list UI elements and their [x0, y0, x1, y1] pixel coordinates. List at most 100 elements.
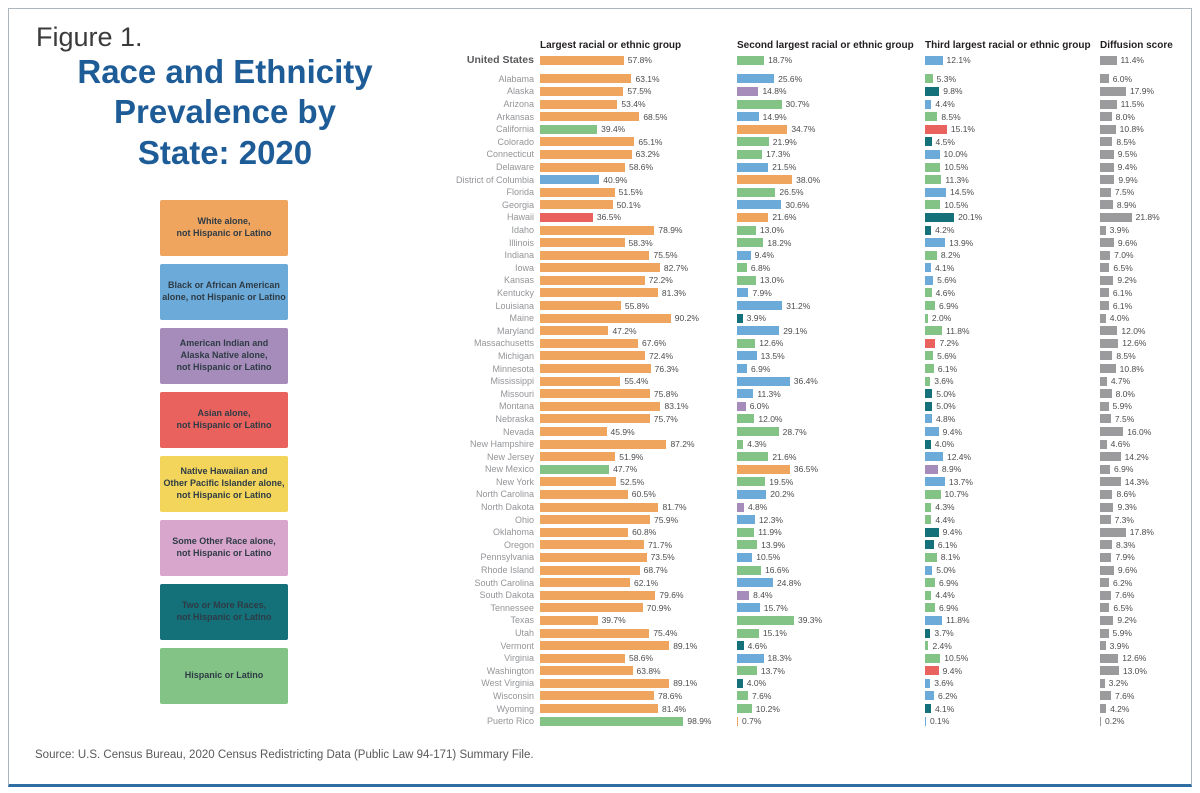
second-largest-group-cell: 4.3% — [737, 438, 925, 451]
largest-group-bar-white — [540, 678, 670, 688]
state-label: Alaska — [506, 86, 534, 97]
second-largest-group-bar-black — [737, 250, 751, 260]
diffusion-score-bar-diffusion — [1100, 540, 1113, 550]
second-largest-group-bar-two — [737, 641, 744, 651]
diffusion-score-value: 8.5% — [1116, 350, 1136, 361]
second-largest-group-value: 39.3% — [797, 615, 823, 626]
second-largest-group-value: 12.0% — [758, 413, 783, 424]
largest-group-value: 62.1% — [634, 577, 659, 588]
second-largest-group-value: 4.6% — [747, 640, 768, 651]
third-largest-group-value: 3.6% — [934, 678, 954, 689]
diffusion-score-cell: 8.0% — [1100, 110, 1192, 123]
second-largest-group-value: 25.6% — [778, 73, 803, 84]
third-largest-group-bar-hisp — [925, 326, 943, 336]
third-largest-group-bar-hisp — [925, 162, 941, 172]
third-largest-group-value: 9.8% — [943, 86, 963, 97]
diffusion-score-cell: 6.1% — [1100, 299, 1192, 312]
third-largest-group-value: 4.0% — [934, 439, 955, 450]
diffusion-score-value: 4.0% — [1109, 313, 1130, 324]
second-largest-group-bar-hisp — [737, 615, 794, 625]
largest-group-value: 68.5% — [643, 111, 668, 122]
diffusion-score-bar-diffusion — [1100, 653, 1119, 663]
largest-group-bar-white — [540, 590, 656, 600]
diffusion-score-bar-diffusion — [1100, 615, 1114, 625]
diffusion-score-cell: 4.2% — [1100, 702, 1192, 715]
second-largest-group-value: 38.0% — [796, 174, 821, 185]
third-largest-group-value: 4.5% — [935, 136, 955, 147]
diffusion-score-cell: 9.2% — [1100, 274, 1192, 287]
second-largest-group-cell: 0.7% — [737, 715, 925, 728]
largest-group-cell: 51.9% — [540, 450, 737, 463]
diffusion-score-bar-diffusion — [1100, 552, 1112, 562]
third-largest-group-cell: 11.8% — [925, 614, 1100, 627]
state-row: Nevada 45.9% 28.7% 9.4% 16.0% — [440, 425, 1192, 438]
state-label: Alabama — [498, 73, 534, 84]
diffusion-score-bar-diffusion — [1100, 515, 1111, 525]
diffusion-score-value: 7.9% — [1115, 552, 1135, 563]
largest-group-bar-white — [540, 389, 650, 399]
state-row: Washington 63.8% 13.7% 9.4% 13.0% — [440, 665, 1192, 678]
third-largest-group-value: 0.1% — [930, 716, 950, 727]
second-largest-group-value: 11.9% — [758, 527, 782, 538]
largest-group-value: 53.4% — [621, 99, 646, 110]
diffusion-score-cell: 5.9% — [1100, 627, 1192, 640]
largest-group-cell: 81.4% — [540, 702, 737, 715]
diffusion-score-cell: 6.5% — [1100, 262, 1192, 275]
state-label: Delaware — [495, 162, 534, 173]
state-row: South Dakota 79.6% 8.4% 4.4% 7.6% — [440, 589, 1192, 602]
largest-group-value: 75.4% — [653, 628, 678, 639]
second-largest-group-cell: 16.6% — [737, 564, 925, 577]
state-row: Illinois 58.3% 18.2% 13.9% 9.6% — [440, 236, 1192, 249]
second-largest-group-value: 19.5% — [769, 476, 794, 487]
legend-item-nhpi: Native Hawaiian and Other Pacific Island… — [160, 456, 288, 512]
state-row: Maryland 47.2% 29.1% 11.8% 12.0% — [440, 324, 1192, 337]
state-row: New Jersey 51.9% 21.6% 12.4% 14.2% — [440, 450, 1192, 463]
second-largest-group-bar-hisp — [737, 628, 759, 638]
state-label: Oregon — [503, 539, 534, 550]
largest-group-value: 75.8% — [653, 388, 679, 399]
largest-group-bar-white — [540, 439, 667, 449]
diffusion-score-value: 8.9% — [1116, 199, 1137, 210]
largest-group-bar-white — [540, 540, 644, 550]
second-largest-group-bar-black — [737, 603, 760, 613]
diffusion-score-cell: 9.6% — [1100, 236, 1192, 249]
third-largest-group-value: 6.2% — [937, 690, 958, 701]
largest-group-bar-white — [540, 301, 621, 311]
second-largest-group-bar-black — [737, 200, 782, 210]
diffusion-score-cell: 16.0% — [1100, 425, 1192, 438]
third-largest-group-bar-asian — [925, 666, 939, 676]
diffusion-score-cell: 10.8% — [1100, 362, 1192, 375]
state-label: South Carolina — [474, 577, 534, 588]
third-largest-group-value: 11.3% — [945, 174, 969, 185]
largest-group-bar-white — [540, 99, 618, 109]
third-largest-group-bar-black — [925, 263, 931, 273]
third-largest-group-value: 5.0% — [936, 565, 956, 576]
second-largest-group-cell: 12.0% — [737, 413, 925, 426]
third-largest-group-cell: 4.2% — [925, 224, 1100, 237]
diffusion-score-value: 5.9% — [1112, 401, 1132, 412]
largest-group-value: 67.6% — [642, 338, 667, 349]
state-row: Idaho 78.9% 13.0% 4.2% 3.9% — [440, 224, 1192, 237]
state-row: Indiana 75.5% 9.4% 8.2% 7.0% — [440, 249, 1192, 262]
diffusion-score-cell: 8.5% — [1100, 350, 1192, 363]
second-largest-group-bar-hisp — [737, 55, 765, 65]
state-row: North Carolina 60.5% 20.2% 10.7% 8.6% — [440, 488, 1192, 501]
largest-group-bar-white — [540, 578, 631, 588]
state-label: Oklahoma — [492, 527, 534, 538]
diffusion-score-value: 10.8% — [1119, 124, 1144, 135]
third-largest-group-cell: 7.2% — [925, 337, 1100, 350]
diffusion-score-value: 13.0% — [1122, 665, 1147, 676]
third-largest-group-value: 15.1% — [950, 124, 975, 135]
second-largest-group-bar-black — [737, 653, 764, 663]
third-largest-group-cell: 20.1% — [925, 211, 1100, 224]
state-label: Pennsylvania — [480, 552, 534, 563]
diffusion-score-cell: 8.6% — [1100, 488, 1192, 501]
state-label: Nebraska — [495, 413, 534, 424]
diffusion-score-bar-diffusion — [1100, 162, 1114, 172]
largest-group-value: 72.2% — [648, 275, 673, 286]
state-label: Maryland — [496, 325, 534, 336]
state-label: Kentucky — [496, 287, 534, 298]
largest-group-bar-white — [540, 565, 640, 575]
largest-group-cell: 75.4% — [540, 627, 737, 640]
diffusion-score-bar-diffusion — [1100, 112, 1112, 122]
